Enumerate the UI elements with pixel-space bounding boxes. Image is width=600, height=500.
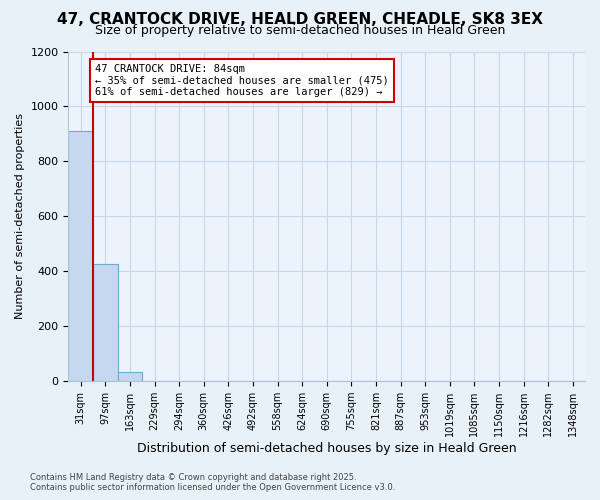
Text: Contains HM Land Registry data © Crown copyright and database right 2025.
Contai: Contains HM Land Registry data © Crown c… xyxy=(30,473,395,492)
Text: 47, CRANTOCK DRIVE, HEALD GREEN, CHEADLE, SK8 3EX: 47, CRANTOCK DRIVE, HEALD GREEN, CHEADLE… xyxy=(57,12,543,28)
Text: Size of property relative to semi-detached houses in Heald Green: Size of property relative to semi-detach… xyxy=(95,24,505,37)
Text: 47 CRANTOCK DRIVE: 84sqm
← 35% of semi-detached houses are smaller (475)
61% of : 47 CRANTOCK DRIVE: 84sqm ← 35% of semi-d… xyxy=(95,64,389,97)
Bar xyxy=(93,264,118,381)
Bar xyxy=(118,372,142,381)
Y-axis label: Number of semi-detached properties: Number of semi-detached properties xyxy=(15,114,25,320)
Bar xyxy=(68,131,93,381)
X-axis label: Distribution of semi-detached houses by size in Heald Green: Distribution of semi-detached houses by … xyxy=(137,442,517,455)
